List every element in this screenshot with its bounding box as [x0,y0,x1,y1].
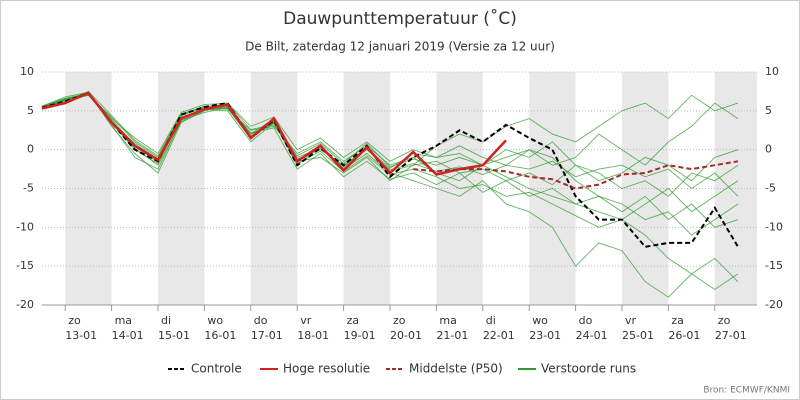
y-tick-label: -15 [16,259,34,272]
source: Bron: ECMWF/KNMI [703,386,790,396]
x-tick-date: 26-01 [668,329,700,342]
x-tick-weekday: za [671,314,684,327]
plot [41,90,739,298]
series-line [41,91,739,248]
x-tick-date: 20-01 [390,329,422,342]
ensemble-line [41,93,739,166]
y-tick-label: 10 [20,65,34,78]
y-tick-label: -20 [16,298,34,311]
x-tick-weekday: vr [625,314,637,327]
x-tick-date: 27-01 [715,329,747,342]
x-tick-weekday: zo [718,314,731,327]
chart-title: Dauwpunttemperatuur (˚C) [283,8,517,29]
legend-label: Hoge resolutie [283,362,370,376]
y-tick-label: 5 [27,104,34,117]
x-tick-date: 25-01 [622,329,654,342]
x-tick-date: 24-01 [576,329,608,342]
y-tick-label-right: -20 [765,298,783,311]
x-tick-date: 22-01 [483,329,515,342]
y-tick-label-right: 0 [765,143,772,156]
y-tick-label: -5 [23,182,34,195]
x-tick-weekday: zo [68,314,81,327]
x-tick-date: 13-01 [65,329,97,342]
chart-subtitle: De Bilt, zaterdag 12 januari 2019 (Versi… [245,40,555,54]
x-tick-weekday: di [486,314,496,327]
legend-label: Controle [191,362,242,376]
y-tick-label-right: -5 [765,182,776,195]
y-tick-label: 0 [27,143,34,156]
x-tick-date: 18-01 [297,329,329,342]
legend-label: Verstoorde runs [541,362,636,376]
y-tick-label-right: 5 [765,104,772,117]
legend-label: Middelste (P50) [409,362,503,376]
x-tick-date: 19-01 [344,329,376,342]
x-tick-date: 14-01 [112,329,144,342]
x-tick-weekday: ma [439,314,456,327]
x-tick-weekday: wo [532,314,548,327]
series-line [41,91,507,176]
y-tick-label-right: 10 [765,65,779,78]
x-tick-date: 16-01 [204,329,236,342]
y-tick-label-right: -15 [765,259,783,272]
x-tick-date: 21-01 [436,329,468,342]
x-tick-date: 23-01 [529,329,561,342]
ensemble-line [41,92,739,228]
x-tick-weekday: di [161,314,171,327]
y-tick-label: -10 [16,220,34,233]
ensemble-line [41,91,739,182]
x-tick-weekday: wo [207,314,223,327]
x-tick-weekday: do [579,314,593,327]
x-tick-weekday: vr [300,314,312,327]
x-tick-weekday: ma [115,314,132,327]
x-tick-weekday: do [254,314,268,327]
ensemble-line [41,90,739,182]
x-tick-date: 17-01 [251,329,283,342]
y-tick-label-right: -10 [765,220,783,233]
x-tick-date: 15-01 [158,329,190,342]
x-tick-weekday: zo [393,314,406,327]
x-tick-weekday: za [347,314,360,327]
